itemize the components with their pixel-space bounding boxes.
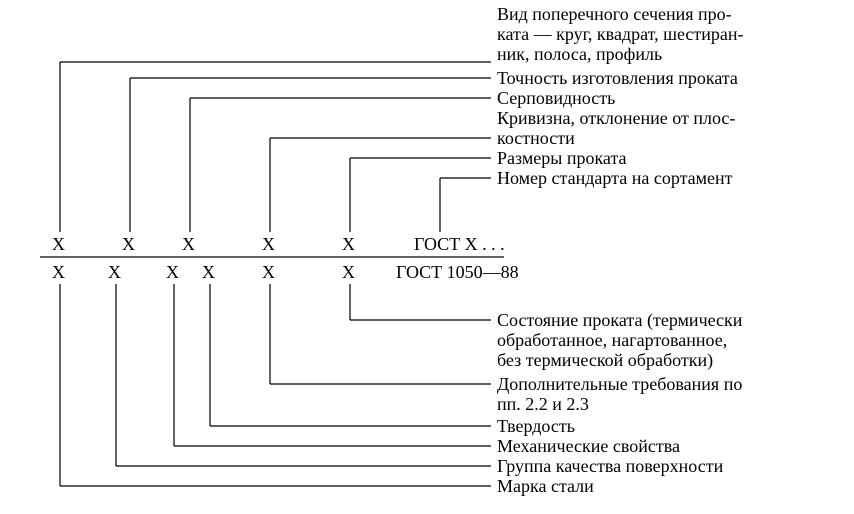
spec-diagram: ХХХХХГОСТ Х . . .ХХХХХХГОСТ 1050—88 Вид … xyxy=(0,0,854,514)
bot-label-mech: Механические свойства xyxy=(497,436,680,456)
numerator-item: ГОСТ Х . . . xyxy=(414,234,505,254)
bot-label-state: обработанное, нагартованное, xyxy=(497,330,727,350)
connectors-bot xyxy=(60,284,491,486)
denominator-item: Х xyxy=(52,262,65,282)
denominator-item: Х xyxy=(342,262,355,282)
connectors-top xyxy=(60,62,491,232)
denominator-item: Х xyxy=(202,262,215,282)
denominator-item: ГОСТ 1050—88 xyxy=(396,262,519,282)
denominator-item: Х xyxy=(262,262,275,282)
top-label-sizes: Размеры проката xyxy=(497,148,627,168)
bot-label-add_req: Дополнительные требования по xyxy=(497,374,742,394)
labels-bot: Состояние проката (термическиобработанно… xyxy=(497,310,743,496)
bot-label-surface_q: Группа качества поверхности xyxy=(497,456,724,476)
bot-label-steel_grade: Марка стали xyxy=(497,476,594,496)
bot-label-hardness: Твердость xyxy=(497,416,575,436)
bot-label-add_req: пп. 2.2 и 2.3 xyxy=(497,394,589,414)
top-label-cross_section: ник, полоса, профиль xyxy=(497,44,662,64)
bot-label-state: без термической обработки) xyxy=(497,350,713,371)
top-label-serpentine: Серповидность xyxy=(497,88,615,108)
top-label-precision: Точность изготовления проката xyxy=(497,68,738,88)
labels-top: Вид поперечного сечения про-ката — круг,… xyxy=(497,4,744,188)
denominator-item: Х xyxy=(166,262,179,282)
top-label-curvature: Кривизна, отклонение от плос- xyxy=(497,108,735,128)
bot-label-state: Состояние проката (термически xyxy=(497,310,743,331)
numerator-item: Х xyxy=(262,234,275,254)
top-label-cross_section: Вид поперечного сечения про- xyxy=(497,4,732,24)
numerator-item: Х xyxy=(342,234,355,254)
top-label-curvature: костности xyxy=(497,128,575,148)
top-label-cross_section: ката — круг, квадрат, шестиран- xyxy=(497,24,744,44)
denominator-item: Х xyxy=(108,262,121,282)
top-label-gost_no: Номер стандарта на сортамент xyxy=(497,168,733,188)
numerator-item: Х xyxy=(122,234,135,254)
numerator-item: Х xyxy=(52,234,65,254)
designation-fraction: ХХХХХГОСТ Х . . .ХХХХХХГОСТ 1050—88 xyxy=(40,234,519,282)
numerator-item: Х xyxy=(182,234,195,254)
